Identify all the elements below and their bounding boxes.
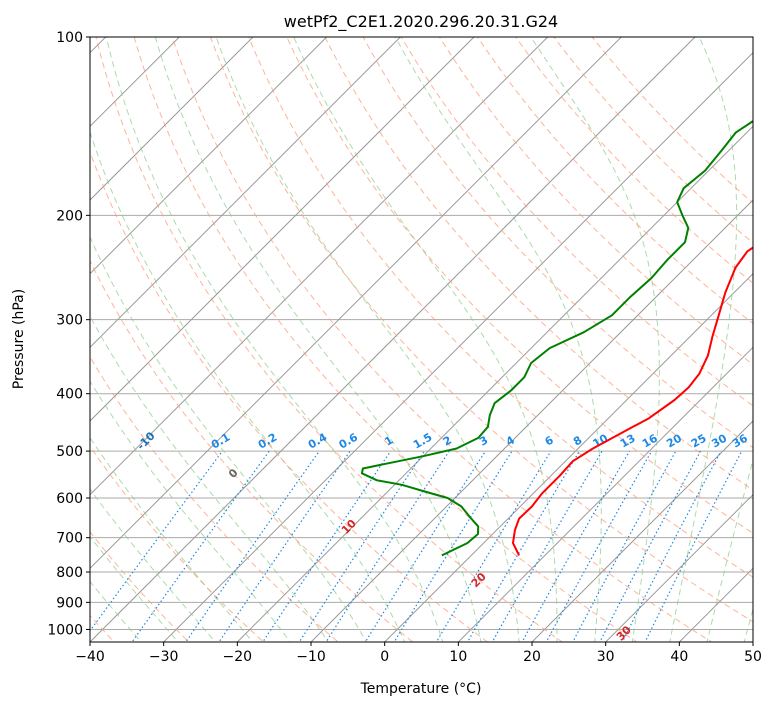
dry-adiabat-150 [591, 37, 753, 204]
mixing-ratio-line-6 [435, 450, 552, 642]
mixing-ratio-line-0.6 [218, 450, 351, 642]
moist-adiabat-10 [105, 37, 444, 642]
y-tick-label-900: 900 [56, 595, 83, 611]
dry-adiabat--10 [90, 356, 339, 642]
moist-adiabats [90, 37, 753, 642]
moist-adiabat--20 [90, 488, 216, 642]
isotherm--20 [236, 125, 753, 642]
x-axis-ticks: −40 −30 −20 −10 0 10 20 30 40 50 [75, 642, 762, 665]
mixing-ratio-line-1 [262, 450, 392, 642]
y-tick-label-800: 800 [56, 565, 83, 581]
isotherm--90 [90, 37, 328, 275]
isotherm-0 [383, 272, 753, 642]
dry-adiabat-130 [515, 37, 753, 284]
isotherm--60 [90, 37, 549, 496]
moist-adiabat-25 [293, 37, 558, 642]
moist-adiabat-45 [706, 457, 753, 642]
moist-adiabat--5 [90, 314, 329, 642]
y-tick-label-100: 100 [56, 30, 83, 46]
x-tick-label-10: 10 [449, 649, 467, 665]
moist-adiabat-15 [154, 37, 482, 642]
dry-adiabat-30 [133, 37, 638, 642]
y-tick-label-700: 700 [56, 531, 83, 547]
plot-area: -100-90-80-70-60-50-40-30-20-10010203040… [90, 37, 753, 643]
x-tick-label-0: 0 [380, 649, 389, 665]
mixing-ratio-line-2 [325, 450, 450, 642]
mixing-ratio-line-16 [545, 450, 653, 642]
mixing-ratio-line-0.2 [131, 450, 270, 642]
isotherm-20 [531, 420, 753, 642]
dry-adiabat-60 [248, 37, 753, 578]
dry-adiabat-80 [324, 37, 753, 491]
isotherm--40 [90, 37, 696, 642]
dry-adiabat-0 [90, 259, 414, 642]
dry-adiabats [90, 37, 753, 642]
y-axis-label: Pressure (hPa) [11, 289, 27, 389]
isotherm-lines [90, 37, 753, 642]
isotherm--50 [90, 37, 623, 570]
y-axis-ticks: 100 200 300 400 500 600 700 800 900 1000 [47, 30, 90, 638]
dry-adiabat-70 [286, 37, 753, 534]
x-tick-label--20: −20 [223, 649, 253, 665]
y-tick-label-600: 600 [56, 491, 83, 507]
moist-adiabat--10 [90, 380, 291, 642]
dry-adiabat--30 [90, 531, 190, 642]
isotherm--80 [90, 37, 402, 349]
chart-title: wetPf2_C2E1.2020.296.20.31.G24 [284, 12, 558, 32]
mixing-ratio-line-36 [644, 450, 743, 642]
dry-adiabat-label-30: 30 [614, 623, 634, 643]
dry-adiabat-40 [171, 37, 713, 642]
y-tick-label-300: 300 [56, 313, 83, 329]
isotherm--100 [90, 37, 254, 201]
y-tick-label-200: 200 [56, 208, 83, 224]
moist-adiabat-50 [743, 607, 753, 642]
mixing-ratio-lines [90, 450, 743, 642]
isotherm--70 [90, 37, 475, 422]
plot-frame [89, 36, 754, 643]
profile-series [360, 119, 753, 557]
y-tick-label-400: 400 [56, 387, 83, 403]
x-tick-label-50: 50 [744, 649, 762, 665]
x-tick-label--30: −30 [149, 649, 179, 665]
moist-adiabat-30 [394, 37, 602, 642]
temperature-line [512, 246, 753, 556]
moist-adiabat-20 [215, 37, 520, 642]
dry-adiabat-90 [362, 37, 753, 449]
isotherm--10 [310, 199, 753, 642]
dewpoint-line [360, 119, 753, 557]
dry-adiabat-50 [209, 37, 753, 623]
dry-adiabat-20 [95, 37, 564, 642]
moist-adiabat-0 [90, 235, 367, 642]
dry-adiabat-140 [553, 37, 753, 244]
x-tick-label--10: −10 [296, 649, 326, 665]
mixing-ratio-line-8 [466, 450, 580, 642]
mixing-ratio-line-0.4 [185, 450, 320, 642]
x-tick-label-30: 30 [597, 649, 615, 665]
moist-adiabat-35 [530, 37, 660, 642]
mixing-ratio-line-1.5 [298, 450, 425, 642]
y-tick-label-500: 500 [56, 444, 83, 460]
isotherm-10 [457, 346, 753, 642]
moist-adiabat-5 [90, 130, 406, 642]
x-tick-label--40: −40 [75, 649, 105, 665]
mixing-ratio-line-10 [491, 450, 603, 642]
y-tick-label-1000: 1000 [47, 622, 83, 638]
dry-adiabat-100 [400, 37, 753, 407]
x-tick-label-40: 40 [670, 649, 688, 665]
x-axis-label: Temperature (°C) [360, 681, 482, 697]
isotherm-30 [604, 493, 753, 642]
moist-adiabat--15 [90, 436, 254, 642]
x-tick-label-20: 20 [523, 649, 541, 665]
